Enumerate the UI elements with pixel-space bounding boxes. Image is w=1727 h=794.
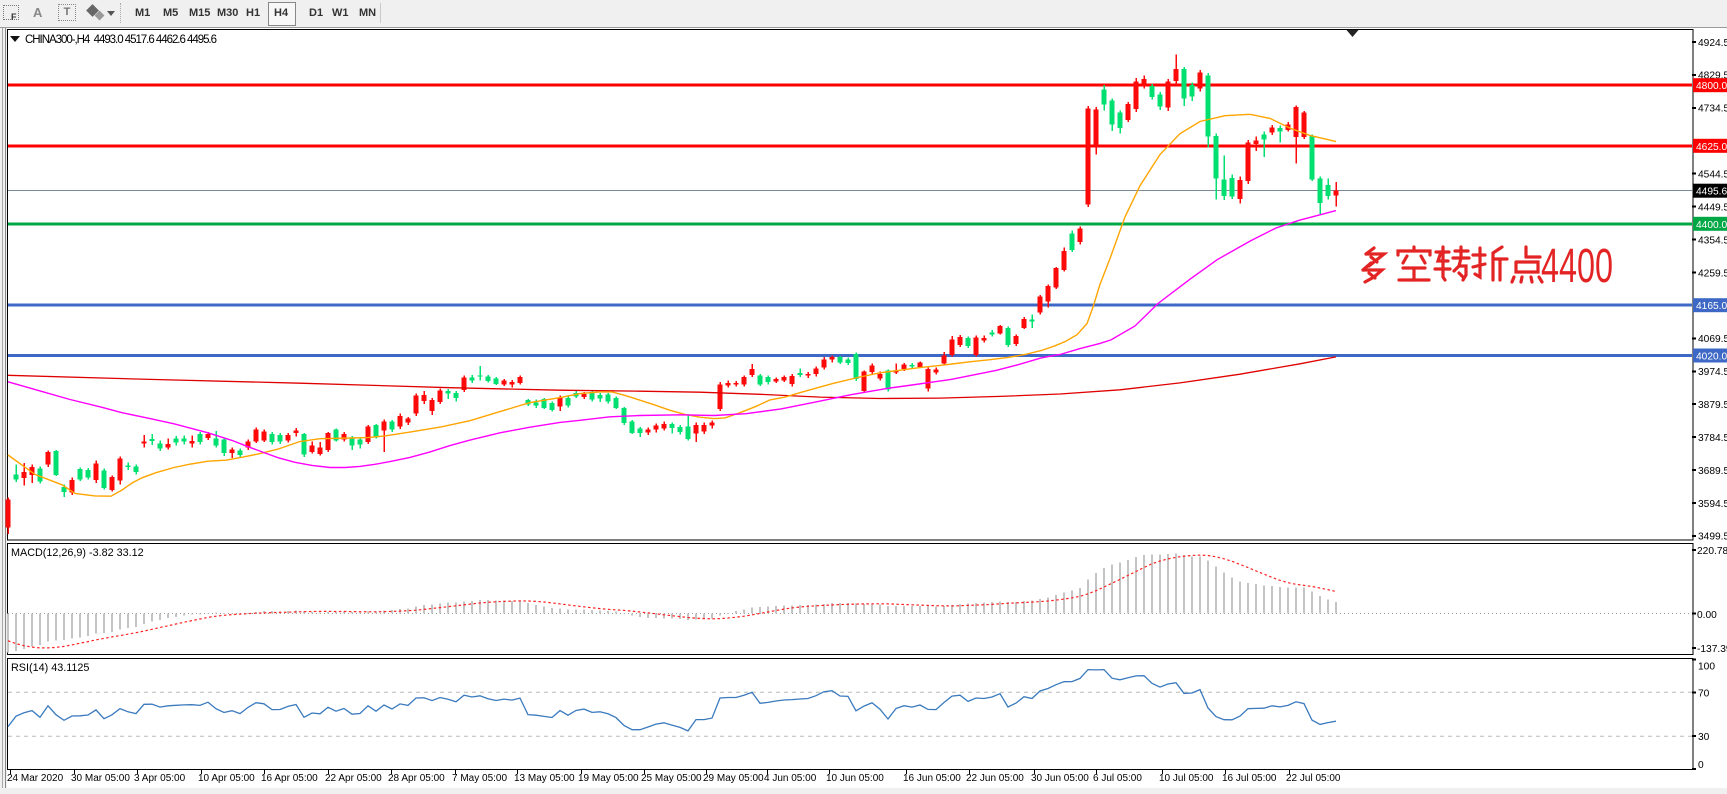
svg-text:4449.5: 4449.5 xyxy=(1698,202,1727,213)
svg-text:4 Jun 05:00: 4 Jun 05:00 xyxy=(764,773,817,784)
svg-text:4259.5: 4259.5 xyxy=(1698,268,1727,279)
svg-text:19 May 05:00: 19 May 05:00 xyxy=(578,773,639,784)
svg-text:3499.5: 3499.5 xyxy=(1698,532,1727,543)
svg-text:4800.0: 4800.0 xyxy=(1696,81,1727,92)
svg-text:28 Apr 05:00: 28 Apr 05:00 xyxy=(388,773,445,784)
svg-text:22 Jul 05:00: 22 Jul 05:00 xyxy=(1286,773,1341,784)
svg-text:3689.5: 3689.5 xyxy=(1698,466,1727,477)
svg-text:3784.5: 3784.5 xyxy=(1698,433,1727,444)
svg-text:4734.5: 4734.5 xyxy=(1698,104,1727,115)
svg-text:4069.5: 4069.5 xyxy=(1698,334,1727,345)
svg-text:100: 100 xyxy=(1698,662,1715,673)
svg-text:16 Jun 05:00: 16 Jun 05:00 xyxy=(903,773,961,784)
svg-text:70: 70 xyxy=(1698,688,1710,699)
svg-text:4020.0: 4020.0 xyxy=(1696,352,1727,363)
svg-text:30 Jun 05:00: 30 Jun 05:00 xyxy=(1031,773,1089,784)
svg-text:3594.5: 3594.5 xyxy=(1698,499,1727,510)
svg-text:3879.5: 3879.5 xyxy=(1698,400,1727,411)
svg-text:30 Mar 05:00: 30 Mar 05:00 xyxy=(71,773,130,784)
svg-text:10 Jun 05:00: 10 Jun 05:00 xyxy=(826,773,884,784)
svg-text:25 May 05:00: 25 May 05:00 xyxy=(641,773,702,784)
svg-text:16 Jul 05:00: 16 Jul 05:00 xyxy=(1222,773,1277,784)
svg-text:30: 30 xyxy=(1698,732,1710,743)
svg-text:RSI(14) 43.1125: RSI(14) 43.1125 xyxy=(11,662,89,674)
svg-text:4829.5: 4829.5 xyxy=(1698,71,1727,82)
svg-text:29 May 05:00: 29 May 05:00 xyxy=(703,773,764,784)
svg-text:4354.5: 4354.5 xyxy=(1698,235,1727,246)
svg-text:4924.5: 4924.5 xyxy=(1698,38,1727,49)
svg-text:0.00: 0.00 xyxy=(1697,610,1717,621)
svg-text:4544.5: 4544.5 xyxy=(1698,170,1727,181)
svg-text:4400.0: 4400.0 xyxy=(1696,220,1727,231)
svg-text:6 Jul 05:00: 6 Jul 05:00 xyxy=(1093,773,1142,784)
svg-text:7 May 05:00: 7 May 05:00 xyxy=(452,773,507,784)
svg-text:4400: 4400 xyxy=(1541,240,1613,293)
svg-text:0: 0 xyxy=(1698,760,1704,771)
svg-text:3974.5: 3974.5 xyxy=(1698,367,1727,378)
svg-text:220.78: 220.78 xyxy=(1697,546,1727,557)
svg-text:10 Jul 05:00: 10 Jul 05:00 xyxy=(1159,773,1214,784)
svg-text:4165.0: 4165.0 xyxy=(1696,301,1727,312)
svg-text:16 Apr 05:00: 16 Apr 05:00 xyxy=(261,773,318,784)
svg-text:CHINA300-,H4 4493.0 4517.6 44: CHINA300-,H4 4493.0 4517.6 4462.6 4495.6 xyxy=(25,34,217,46)
svg-text:4495.6: 4495.6 xyxy=(1696,187,1727,198)
svg-text:22 Apr 05:00: 22 Apr 05:00 xyxy=(325,773,382,784)
svg-text:22 Jun 05:00: 22 Jun 05:00 xyxy=(966,773,1024,784)
svg-text:13 May 05:00: 13 May 05:00 xyxy=(514,773,575,784)
svg-text:3 Apr 05:00: 3 Apr 05:00 xyxy=(134,773,186,784)
svg-text:24 Mar 2020: 24 Mar 2020 xyxy=(7,773,64,784)
svg-text:10 Apr 05:00: 10 Apr 05:00 xyxy=(198,773,255,784)
svg-text:MACD(12,26,9) -3.82 33.12: MACD(12,26,9) -3.82 33.12 xyxy=(11,547,144,559)
svg-text:-137.39: -137.39 xyxy=(1697,644,1727,655)
svg-text:4625.0: 4625.0 xyxy=(1696,142,1727,153)
